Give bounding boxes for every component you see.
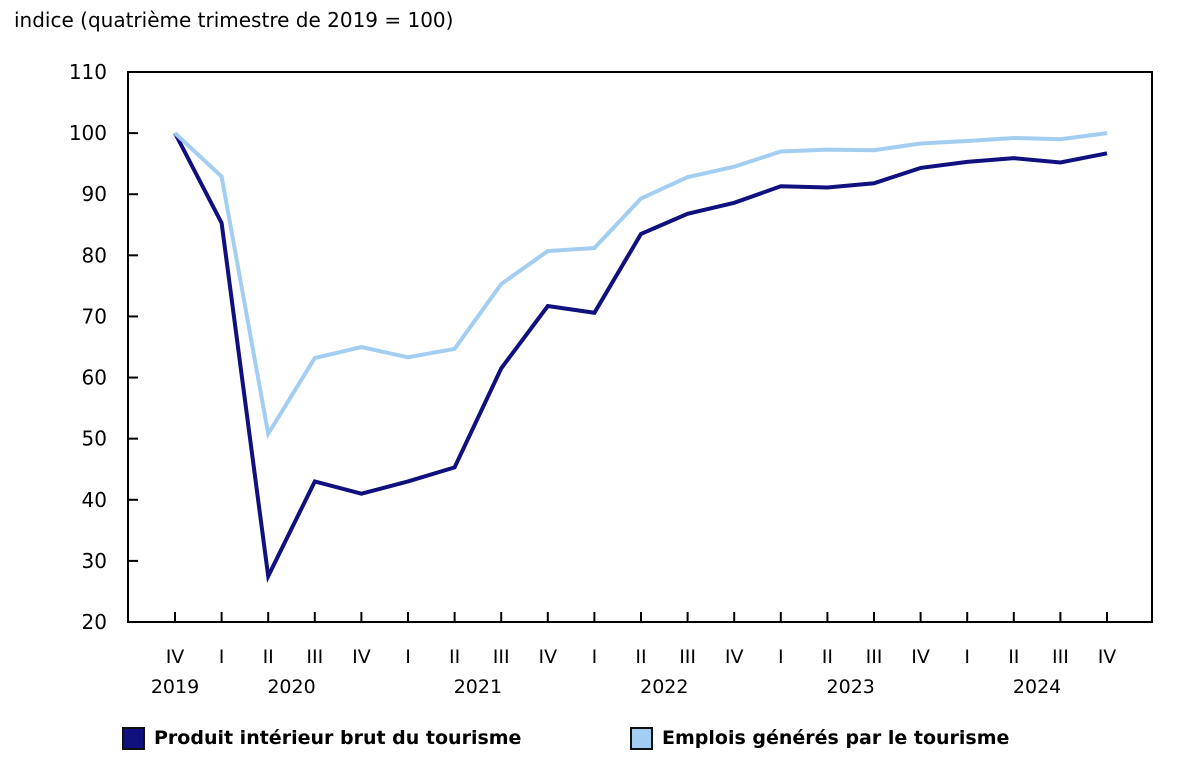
x-axis-quarter-label: II [635, 646, 646, 668]
y-axis-tick-label: 40 [82, 488, 107, 512]
x-axis-quarter-label: II [1008, 646, 1019, 668]
plot-frame [127, 71, 1153, 623]
x-axis-quarter-label: I [405, 646, 411, 668]
x-axis-quarter-label: IV [1098, 646, 1117, 668]
y-axis-tick-label: 80 [82, 243, 107, 267]
x-axis-quarter-label: I [592, 646, 598, 668]
y-axis-tick-label: 100 [69, 121, 107, 145]
series-line-0 [173, 132, 1108, 583]
x-axis-year-label: 2022 [640, 676, 688, 698]
x-axis-quarter-label: III [1052, 646, 1069, 668]
x-axis-year-label: 2021 [454, 676, 502, 698]
x-axis-quarter-label: IV [352, 646, 371, 668]
x-axis-quarter-label: III [493, 646, 510, 668]
legend-label-pib-tourisme: Produit intérieur brut du tourisme [154, 727, 522, 749]
legend-label-emplois-tourisme: Emplois générés par le tourisme [662, 727, 1010, 749]
x-axis-year-label: 2020 [267, 676, 315, 698]
legend-swatch-pib-tourisme [122, 726, 145, 750]
chart-title: indice (quatrième trimestre de 2019 = 10… [14, 8, 454, 32]
x-axis-year-label: 2019 [151, 676, 199, 698]
x-axis-quarter-label: IV [725, 646, 744, 668]
chart-legend: Produit intérieur brut du tourisme Emplo… [0, 724, 1177, 758]
y-axis-tick-label: 70 [82, 304, 107, 328]
x-axis-quarter-label: II [822, 646, 833, 668]
x-axis-quarter-label: III [866, 646, 883, 668]
x-axis-year-label: 2023 [827, 676, 875, 698]
y-axis-tick-label: 20 [82, 610, 107, 634]
x-axis-quarter-label: IV [166, 646, 185, 668]
y-axis-tick-label: 30 [82, 549, 107, 573]
x-axis-quarter-label: I [778, 646, 784, 668]
y-axis-tick-label: 110 [69, 60, 107, 84]
x-axis-quarter-label: IV [911, 646, 930, 668]
y-axis-tick-label: 50 [82, 427, 107, 451]
x-axis-quarter-label: I [219, 646, 225, 668]
legend-swatch-emplois-tourisme [630, 726, 653, 750]
y-axis-tick-label: 90 [82, 182, 107, 206]
x-axis-quarter-label: III [679, 646, 696, 668]
x-axis-quarter-label: I [964, 646, 970, 668]
x-axis-quarter-label: II [263, 646, 274, 668]
y-axis-tick-label: 60 [82, 366, 107, 390]
x-axis-year-label: 2024 [1013, 676, 1061, 698]
x-axis-quarter-label: II [449, 646, 460, 668]
series-line-1 [173, 131, 1108, 440]
x-axis-quarter-label: III [306, 646, 323, 668]
legend-item-emplois-tourisme: Emplois générés par le tourisme [630, 724, 1009, 752]
legend-item-pib-tourisme: Produit intérieur brut du tourisme [122, 724, 521, 752]
x-axis-quarter-label: IV [538, 646, 557, 668]
